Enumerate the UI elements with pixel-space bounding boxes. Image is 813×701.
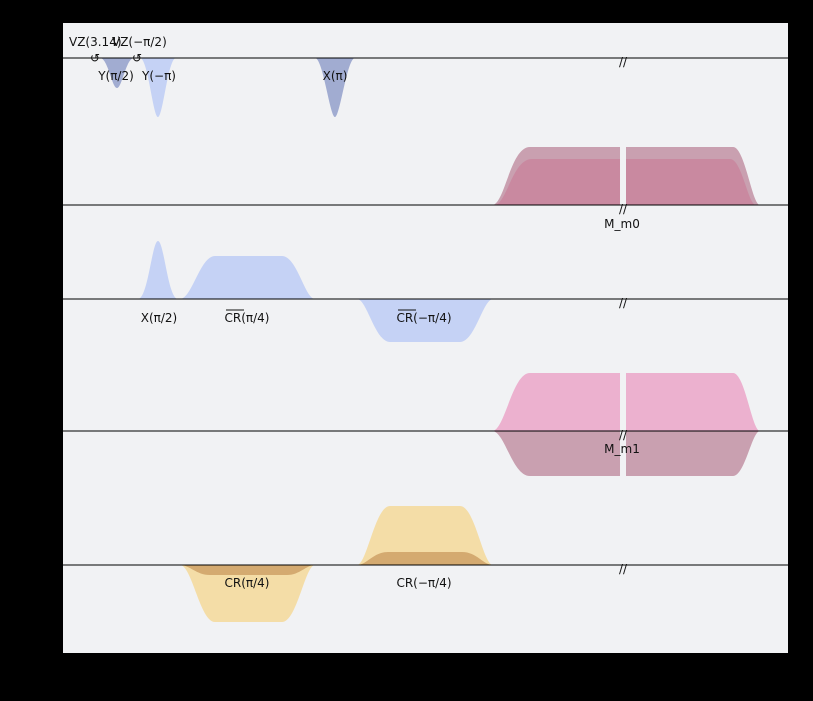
pulse-y-pi-2 <box>100 58 134 88</box>
pulse-cr-plus <box>180 256 315 299</box>
pulse-y-minus-pi <box>140 58 176 117</box>
pulse-cr-minus-u1 <box>357 506 493 565</box>
label-cr-plus: CR(π/4) <box>225 311 270 325</box>
channel-m1: // M_m1 <box>63 371 788 479</box>
label-cr-plus-u1: CR(π/4) <box>225 576 270 590</box>
break-marker: // <box>619 55 628 69</box>
break-marker: // <box>619 562 628 576</box>
channel-u0: X(π/2) CR(π/4) CR(−π/4) // <box>63 241 788 342</box>
pulse-cr-plus-u1-imag <box>180 565 315 575</box>
rotate-ccw-icon: ↺ <box>90 51 100 65</box>
break-marker: // <box>619 428 628 442</box>
break-gap <box>620 371 626 479</box>
label-y-minus-pi: Y(−π) <box>141 69 176 83</box>
channel-d0: ↺ ↺ VZ(3.14) VZ(−π/2) Y(π/2) Y(−π) X(π) … <box>63 35 788 117</box>
label-x-pi-2: X(π/2) <box>141 311 178 325</box>
channel-u1: CR(π/4) CR(−π/4) // <box>63 506 788 622</box>
channel-m0: // M_m0 <box>63 145 788 231</box>
label-vz-1: VZ(3.14) <box>69 35 122 49</box>
pulse-x-pi <box>315 58 355 117</box>
pulse-cr-minus-u1-imag <box>357 552 493 565</box>
pulse-cr-minus <box>357 299 493 342</box>
label-cr-minus-u1: CR(−π/4) <box>396 576 451 590</box>
label-measure-m1: M_m1 <box>604 442 640 456</box>
break-marker: // <box>619 296 628 310</box>
break-gap <box>620 145 626 207</box>
label-cr-minus: CR(−π/4) <box>396 311 451 325</box>
label-y-pi-2: Y(π/2) <box>97 69 134 83</box>
label-x-pi: X(π) <box>323 69 348 83</box>
rotate-ccw-icon: ↺ <box>132 51 142 65</box>
label-measure-m0: M_m0 <box>604 217 640 231</box>
label-vz-2: VZ(−π/2) <box>112 35 167 49</box>
break-marker: // <box>619 202 628 216</box>
pulse-x-pi-2 <box>138 241 178 299</box>
pulse-cr-plus-u1 <box>180 565 315 622</box>
